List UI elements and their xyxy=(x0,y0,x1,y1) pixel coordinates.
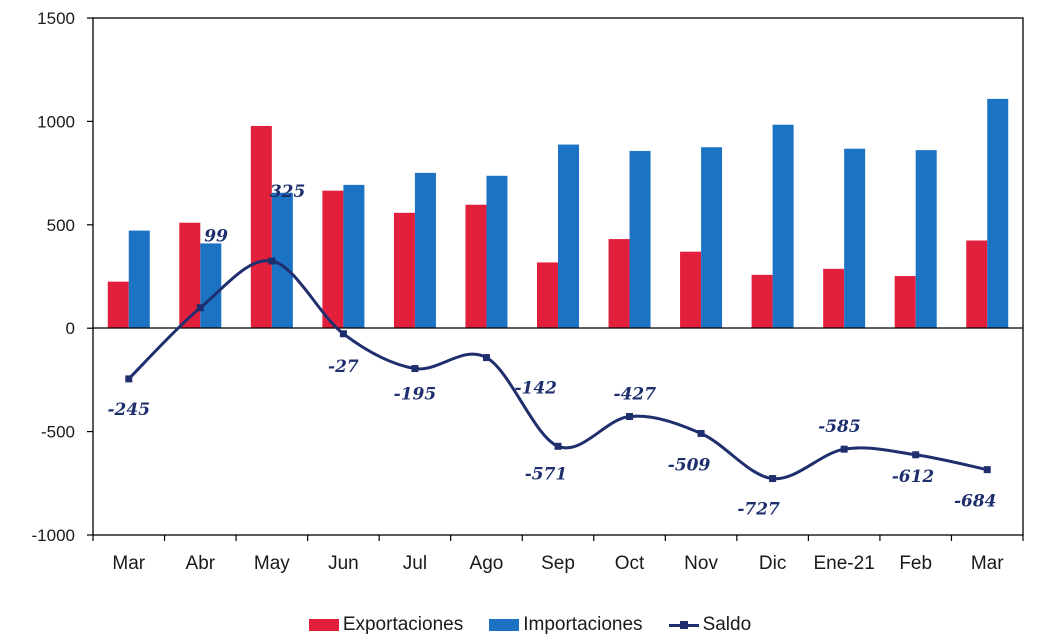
saldo-data-label: -684 xyxy=(954,492,997,512)
saldo-point xyxy=(554,442,562,450)
saldo-data-label: 99 xyxy=(204,227,228,247)
x-tick-label: Mar xyxy=(112,553,145,574)
bar-importaciones xyxy=(200,243,222,329)
bar-exportaciones xyxy=(680,251,702,329)
saldo-point xyxy=(697,429,705,437)
bar-exportaciones xyxy=(322,190,344,329)
bar-exportaciones xyxy=(823,268,845,329)
x-axis-ticks: Mar Abr May Jun Jul Ago Sep Oct Nov Dic Ene-21 Feb M… xyxy=(92,535,1024,574)
bar-importaciones xyxy=(987,98,1009,329)
x-tick-label: Dic xyxy=(759,553,786,574)
saldo-point xyxy=(983,466,991,474)
bar-exportaciones xyxy=(537,262,558,329)
legend-item-saldo: Saldo xyxy=(668,614,752,636)
bar-importaciones xyxy=(915,150,937,329)
saldo-data-label: 325 xyxy=(270,182,306,202)
saldo-point xyxy=(482,354,490,362)
x-tick-label: Oct xyxy=(615,553,645,574)
bar-importaciones xyxy=(271,192,293,329)
x-tick-label: Nov xyxy=(684,553,718,574)
saldo-point xyxy=(411,365,419,373)
bar-importaciones xyxy=(701,147,723,329)
bar-exportaciones xyxy=(465,204,487,329)
bar-importaciones xyxy=(343,184,365,329)
saldo-point xyxy=(626,413,634,421)
saldo-data-label: -571 xyxy=(525,464,568,484)
y-tick-label: -1000 xyxy=(32,526,75,545)
saldo-point xyxy=(125,375,133,383)
saldo-data-label: -195 xyxy=(394,385,437,405)
plot-area-border xyxy=(92,17,1024,536)
legend-item-importaciones: Importaciones xyxy=(489,614,643,636)
saldo-data-label: -27 xyxy=(328,357,359,377)
bar-exportaciones xyxy=(393,212,415,329)
x-tick-label: Jul xyxy=(403,553,427,574)
bar-exportaciones xyxy=(608,239,630,329)
x-tick-label: May xyxy=(254,553,290,574)
data-labels: -245 99 325 -27 -195 -142 -571 -427 -509 -727 -585… xyxy=(107,182,996,520)
y-tick-label: 0 xyxy=(66,319,75,338)
saldo-data-label: -509 xyxy=(668,455,711,475)
legend-swatch-importaciones xyxy=(489,619,520,631)
saldo-line-layer xyxy=(125,257,991,483)
chart: 1500 1000 500 0 -500 -1000 Mar Abr May Jun Jul Ago… xyxy=(32,9,1024,574)
y-tick-label: -500 xyxy=(41,423,75,442)
saldo-point xyxy=(268,257,276,265)
saldo-data-label: -727 xyxy=(737,500,780,520)
legend-swatch-saldo xyxy=(668,620,699,629)
bar-exportaciones xyxy=(250,125,272,329)
legend-item-exportaciones: Exportaciones xyxy=(308,614,464,636)
bar-importaciones xyxy=(558,144,579,329)
legend-swatch-exportaciones xyxy=(308,619,339,631)
bar-importaciones xyxy=(844,148,866,329)
x-tick-label: Ago xyxy=(470,553,504,574)
x-tick-label: Ene-21 xyxy=(814,553,875,574)
legend-label-saldo: Saldo xyxy=(702,614,752,635)
saldo-point xyxy=(912,451,920,459)
bar-exportaciones xyxy=(179,222,201,329)
bar-importaciones xyxy=(486,175,508,329)
saldo-point xyxy=(196,304,204,312)
saldo-data-label: -612 xyxy=(892,467,935,487)
x-tick-label: Mar xyxy=(971,553,1004,574)
bars xyxy=(107,98,1009,329)
saldo-data-label: -142 xyxy=(514,379,557,399)
bar-importaciones xyxy=(629,150,651,329)
bar-importaciones xyxy=(772,124,794,329)
bar-exportaciones xyxy=(894,276,916,329)
bar-importaciones xyxy=(128,230,150,329)
bar-exportaciones xyxy=(966,240,988,329)
saldo-data-label: -245 xyxy=(107,400,150,420)
y-tick-label: 500 xyxy=(47,216,75,235)
saldo-data-label: -427 xyxy=(614,385,657,405)
saldo-point xyxy=(769,475,777,483)
x-tick-label: Sep xyxy=(541,553,575,574)
legend: Exportaciones Importaciones Saldo xyxy=(0,610,1060,640)
y-axis-ticks: 1500 1000 500 0 -500 -1000 xyxy=(32,9,93,545)
x-tick-label: Abr xyxy=(186,553,216,574)
saldo-point xyxy=(339,330,347,338)
x-tick-label: Jun xyxy=(328,553,359,574)
y-tick-label: 1000 xyxy=(37,112,75,131)
bar-exportaciones xyxy=(107,281,129,329)
legend-label-exportaciones: Exportaciones xyxy=(342,614,464,635)
bar-importaciones xyxy=(414,172,436,329)
legend-label-importaciones: Importaciones xyxy=(523,614,643,635)
bar-exportaciones xyxy=(751,274,773,329)
saldo-data-label: -585 xyxy=(818,417,861,437)
y-tick-label: 1500 xyxy=(37,9,75,28)
saldo-point xyxy=(840,445,848,453)
x-tick-label: Feb xyxy=(899,553,932,574)
